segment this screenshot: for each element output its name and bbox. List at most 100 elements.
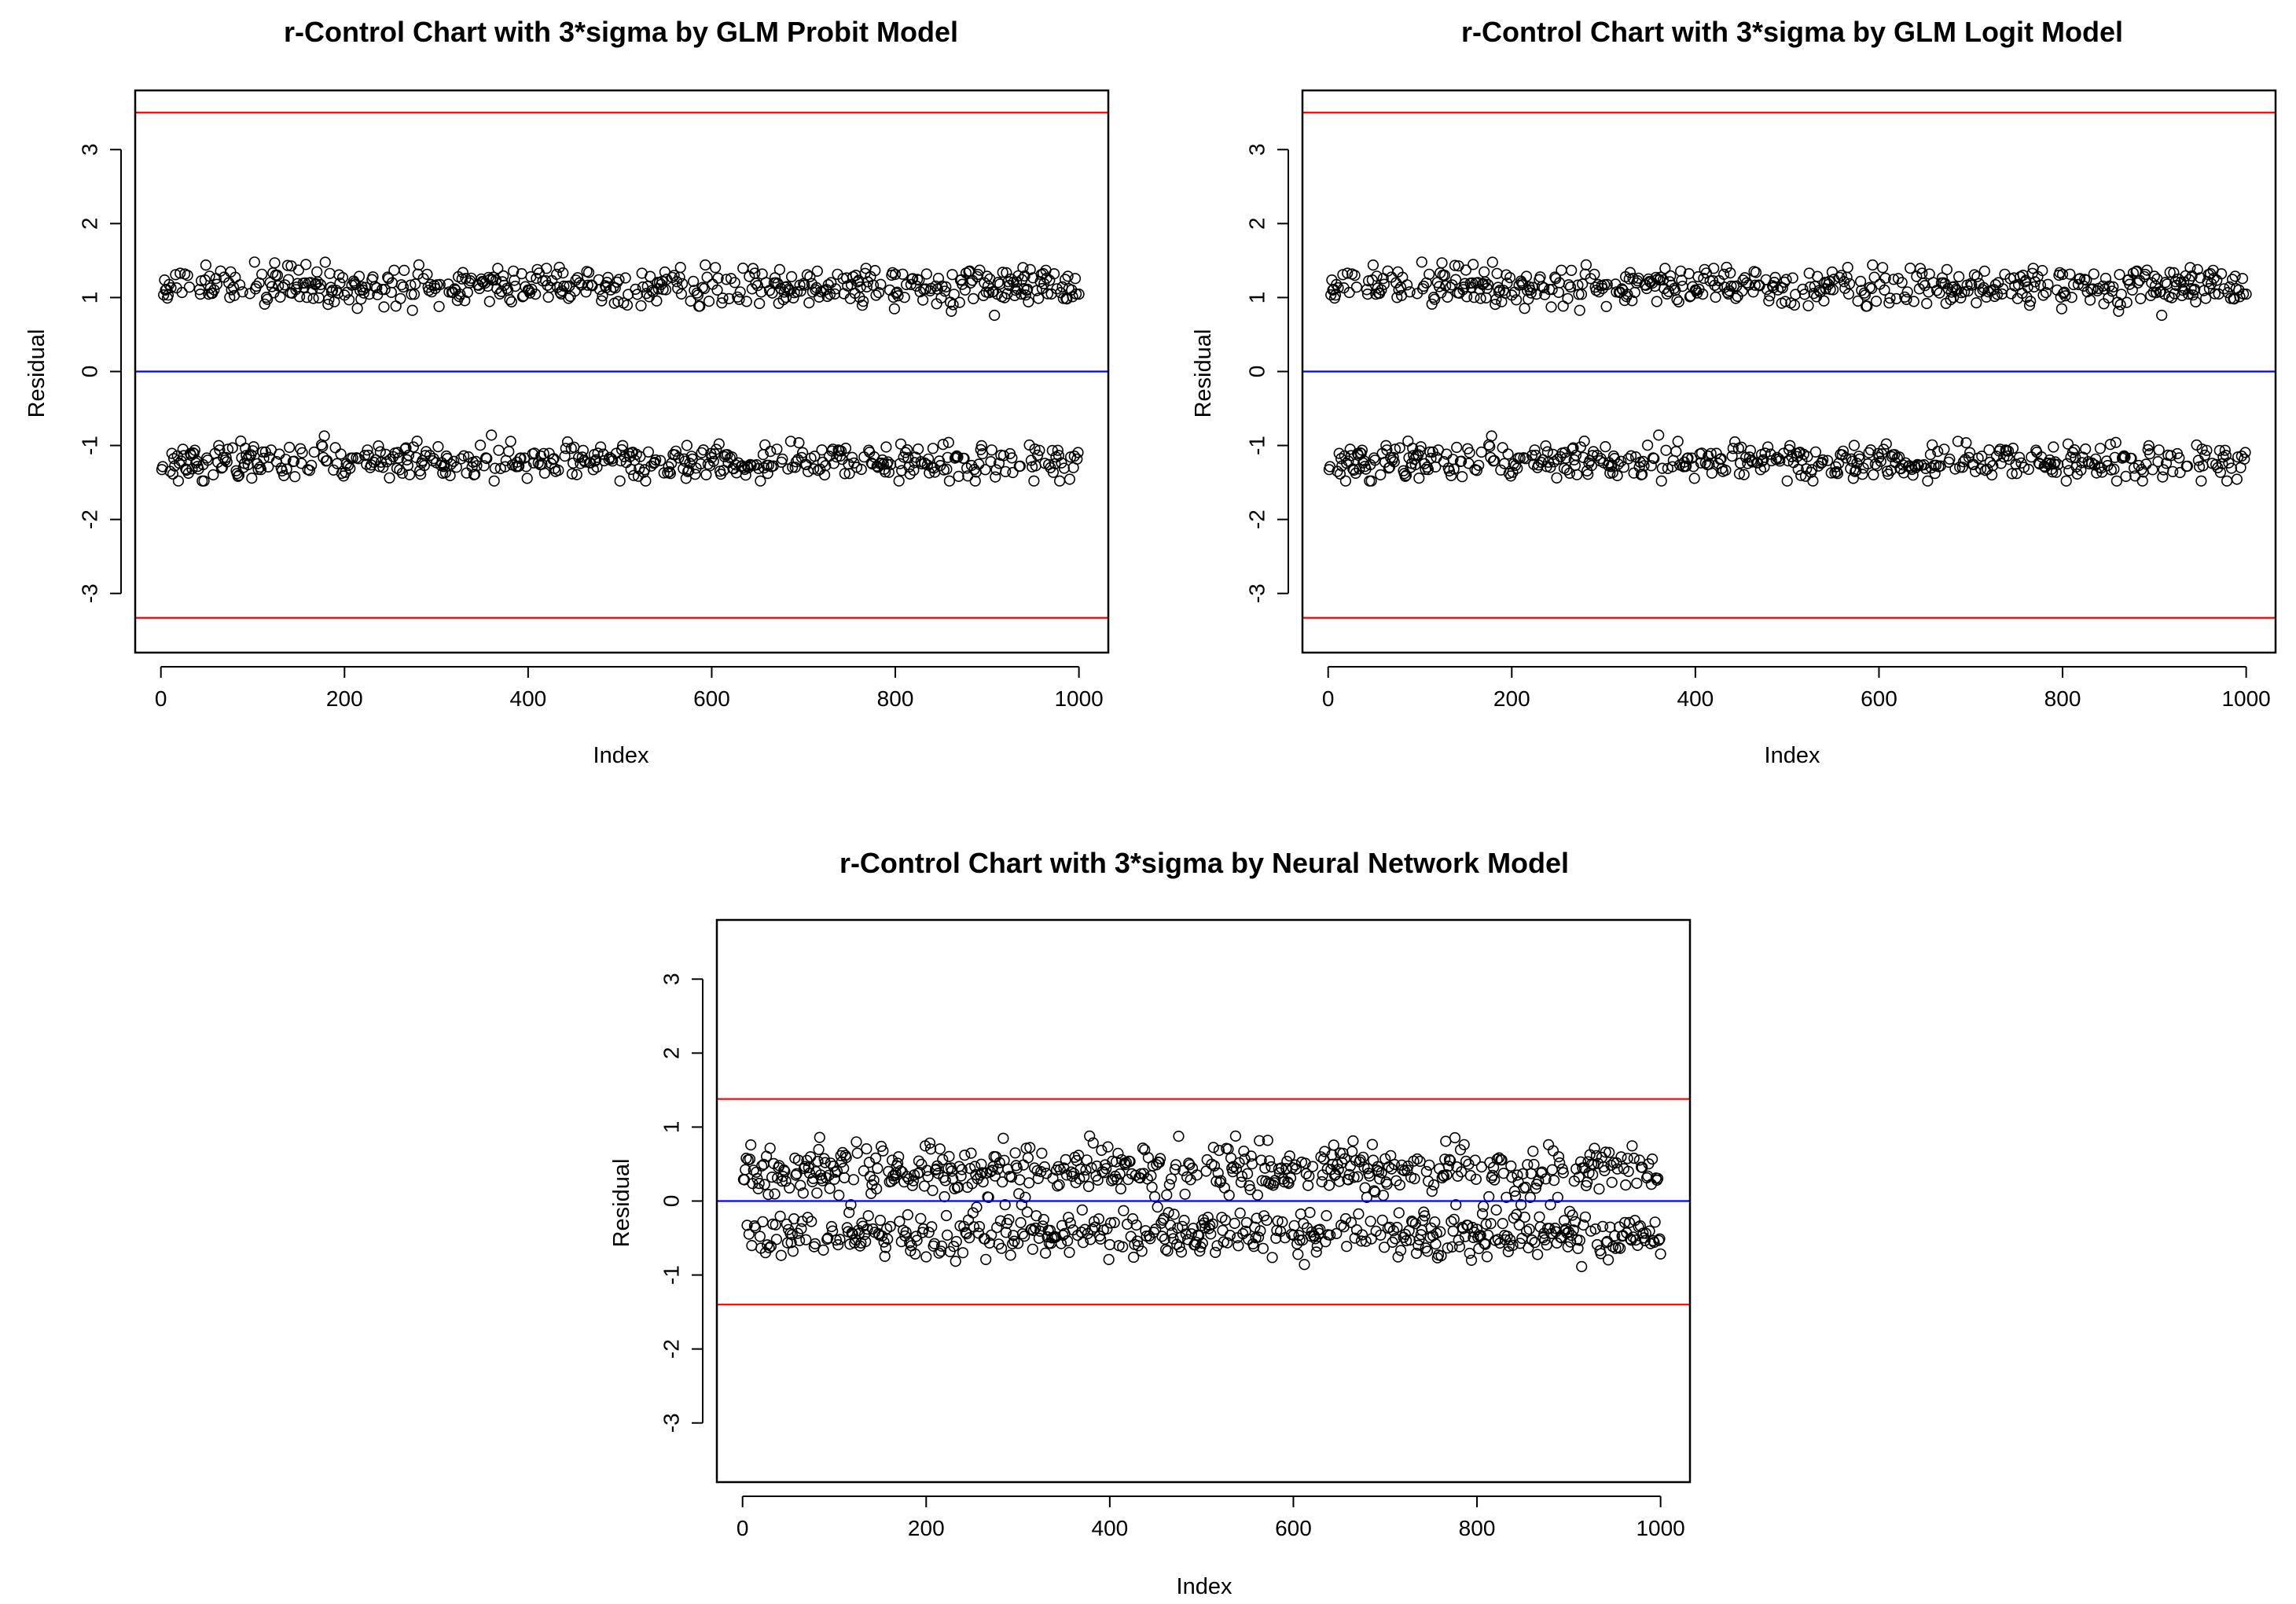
data-point: [1332, 281, 1344, 294]
data-point: [1200, 1165, 1212, 1177]
data-point: [749, 1222, 762, 1234]
data-point: [2143, 440, 2155, 452]
data-point: [909, 1248, 921, 1260]
data-point: [2218, 283, 2230, 295]
data-point: [642, 446, 655, 458]
data-point: [2195, 475, 2207, 487]
data-point: [314, 278, 327, 291]
data-point: [1929, 467, 1941, 480]
y-tick-label: -2: [1245, 510, 1269, 529]
data-point: [602, 271, 614, 284]
data-point: [736, 460, 748, 472]
data-point: [1371, 270, 1383, 282]
data-point: [271, 270, 284, 281]
data-point: [951, 450, 963, 462]
data-point: [234, 279, 246, 291]
data-point: [189, 444, 200, 456]
data-point: [2062, 438, 2074, 450]
data-point: [411, 435, 423, 447]
data-point: [1387, 451, 1399, 463]
data-point: [1324, 1229, 1336, 1241]
data-point: [2065, 451, 2077, 463]
data-point: [358, 287, 369, 299]
data-point: [1429, 1216, 1441, 1228]
data-point: [654, 454, 667, 466]
data-point: [1491, 267, 1503, 279]
data-point: [1802, 451, 1813, 462]
data-point: [801, 269, 814, 281]
data-point: [1459, 1231, 1471, 1242]
data-point: [1531, 1249, 1544, 1260]
data-point: [1448, 1213, 1460, 1225]
data-point: [1033, 292, 1045, 304]
data-point: [1538, 281, 1550, 294]
data-point: [1150, 1223, 1162, 1235]
data-point: [1061, 1234, 1074, 1247]
data-point: [1489, 1174, 1501, 1186]
data-point: [334, 278, 346, 289]
data-point: [1412, 1239, 1424, 1251]
data-point: [940, 1209, 953, 1222]
data-point: [1914, 263, 1927, 274]
data-point: [1339, 1212, 1352, 1225]
data-point: [1168, 1209, 1180, 1220]
data-point: [893, 475, 905, 487]
data-point: [1506, 1172, 1518, 1183]
data-point: [765, 445, 777, 458]
data-point: [1244, 1183, 1256, 1196]
data-point: [804, 270, 816, 283]
data-point: [1708, 263, 1720, 274]
data-point: [1078, 1171, 1090, 1183]
data-point: [486, 429, 498, 441]
data-point: [580, 286, 592, 298]
data-point: [1622, 1165, 1634, 1177]
data-point: [1962, 285, 1974, 297]
data-point: [1759, 447, 1771, 459]
y-axis-label: Residual: [609, 1159, 634, 1248]
data-point: [939, 1175, 951, 1186]
data-point: [1596, 1220, 1609, 1232]
data-point: [1375, 469, 1387, 481]
data-point: [755, 475, 766, 487]
data-point: [766, 1171, 778, 1183]
data-point: [1605, 1159, 1617, 1172]
data-point: [331, 458, 343, 469]
data-point: [1482, 1229, 1494, 1241]
data-point: [915, 1212, 927, 1224]
data-point: [2191, 263, 2203, 276]
data-point: [1695, 447, 1708, 459]
y-axis-label: Residual: [24, 329, 50, 418]
data-point: [598, 454, 610, 467]
data-point: [1430, 1238, 1442, 1250]
data-point: [913, 443, 924, 455]
data-point: [1333, 447, 1345, 459]
data-point: [615, 443, 628, 456]
data-point: [989, 1170, 1001, 1182]
data-point: [922, 1171, 934, 1183]
data-point: [832, 1238, 844, 1251]
data-point: [1599, 1164, 1611, 1176]
data-point: [1460, 291, 1473, 303]
data-point: [1394, 1179, 1405, 1191]
data-point: [787, 1245, 799, 1257]
data-point: [1781, 475, 1793, 487]
data-point: [1520, 270, 1533, 282]
data-point: [941, 463, 953, 475]
data-point: [1445, 1155, 1457, 1167]
data-point: [910, 1231, 922, 1242]
data-point: [1278, 1175, 1290, 1188]
plot-frame: [134, 89, 1110, 654]
data-point: [934, 1143, 946, 1155]
data-point: [544, 281, 557, 293]
data-point: [1612, 1242, 1624, 1253]
data-point: [248, 256, 260, 268]
data-point: [1463, 1158, 1475, 1170]
data-point: [335, 448, 347, 460]
data-point: [1653, 1234, 1665, 1246]
data-point: [1458, 1139, 1470, 1150]
data-point: [1365, 1233, 1377, 1245]
data-point: [1224, 1229, 1236, 1242]
data-point: [1936, 272, 1949, 284]
data-point: [1350, 281, 1362, 293]
data-point: [1359, 1182, 1371, 1194]
